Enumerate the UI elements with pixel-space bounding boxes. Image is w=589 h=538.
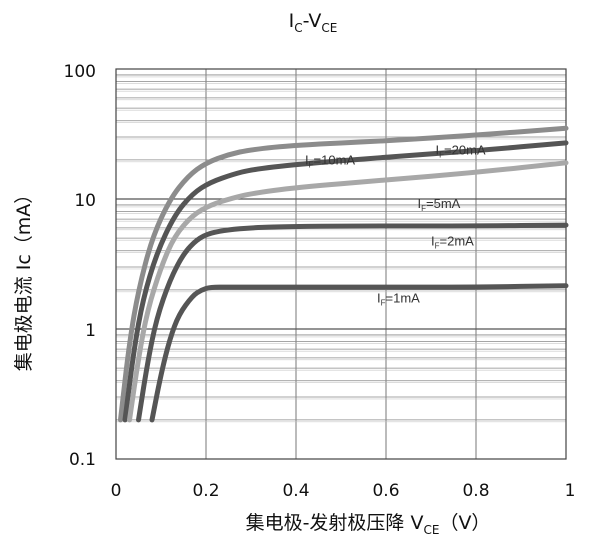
series-line-2 <box>127 160 569 423</box>
chart-title: IC-VCE <box>289 10 338 35</box>
series-line-0 <box>118 125 569 423</box>
curve-labels: IF=20mA IF=10mA IF=5mA IF=2mA IF=1mA <box>305 142 486 307</box>
plot-frame <box>115 68 567 460</box>
y-tick-0.1: 0.1 <box>69 450 96 470</box>
x-axis-label: 集电极-发射极压降 VCE（V） <box>246 512 491 537</box>
curves <box>118 125 569 423</box>
grid <box>116 69 566 459</box>
y-tick-1: 1 <box>85 321 96 341</box>
x-tick-0.6: 0.6 <box>372 481 399 501</box>
curve-label-3: IF=2mA <box>431 233 474 250</box>
x-tick-0.8: 0.8 <box>462 481 489 501</box>
curve-label-2: IF=5mA <box>418 196 461 213</box>
x-tick-0: 0 <box>111 481 122 501</box>
series-line-1 <box>122 140 569 423</box>
y-tick-100: 100 <box>64 62 96 82</box>
x-tick-0.2: 0.2 <box>192 481 219 501</box>
x-tick-1: 1 <box>565 481 576 501</box>
series-line-3 <box>136 222 569 423</box>
x-tick-0.4: 0.4 <box>282 481 309 501</box>
y-axis-label: 集电极电流 Ic（mA） <box>13 185 35 372</box>
curve-label-4: IF=1mA <box>377 290 420 307</box>
series-line-4 <box>149 283 569 423</box>
curve-label-0: IF=20mA <box>436 142 486 159</box>
curve-label-1: IF=10mA <box>305 152 355 169</box>
y-tick-10: 10 <box>74 191 96 211</box>
